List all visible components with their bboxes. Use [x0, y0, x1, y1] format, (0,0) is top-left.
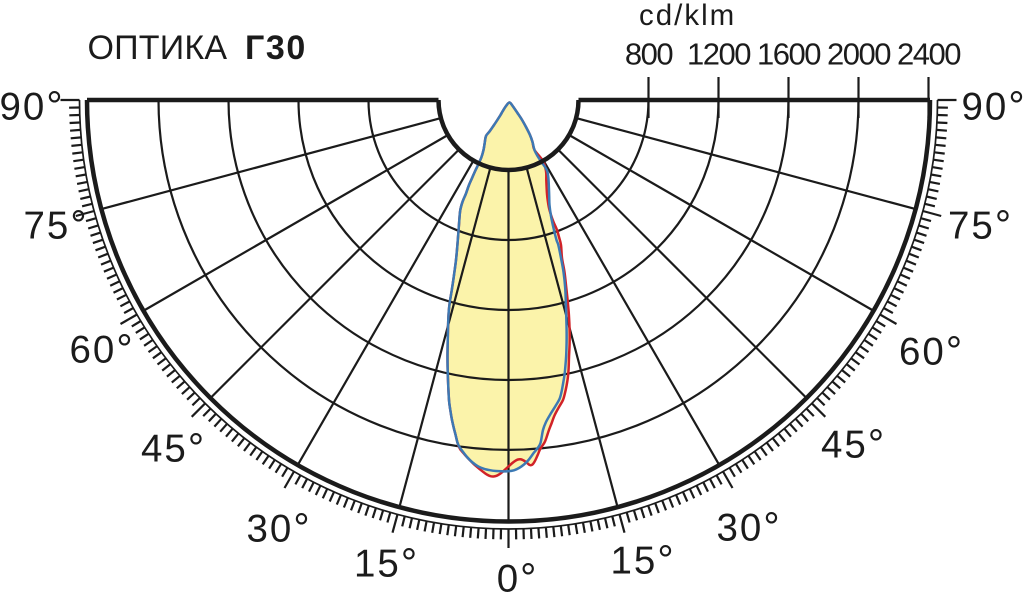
svg-text:0°: 0°: [497, 555, 539, 600]
svg-text:45°: 45°: [141, 425, 206, 471]
svg-text:15°: 15°: [610, 537, 675, 583]
svg-text:15°: 15°: [354, 540, 419, 586]
svg-text:45°: 45°: [821, 421, 886, 467]
svg-text:1200: 1200: [687, 37, 751, 72]
svg-text:90°: 90°: [0, 82, 65, 128]
svg-text:cd/klm: cd/klm: [639, 0, 736, 32]
svg-text:ОПТИКА: ОПТИКА: [88, 29, 228, 67]
svg-text:60°: 60°: [69, 326, 134, 372]
svg-text:2400: 2400: [897, 37, 961, 72]
svg-text:30°: 30°: [246, 505, 311, 551]
svg-text:75°: 75°: [948, 202, 1013, 248]
svg-text:60°: 60°: [899, 328, 964, 374]
svg-text:90°: 90°: [961, 82, 1024, 128]
svg-text:Г30: Г30: [245, 29, 307, 67]
svg-text:800: 800: [625, 37, 673, 72]
svg-text:75°: 75°: [23, 201, 88, 247]
svg-text:2000: 2000: [827, 37, 891, 72]
svg-text:1600: 1600: [757, 37, 821, 72]
svg-text:30°: 30°: [716, 504, 781, 550]
